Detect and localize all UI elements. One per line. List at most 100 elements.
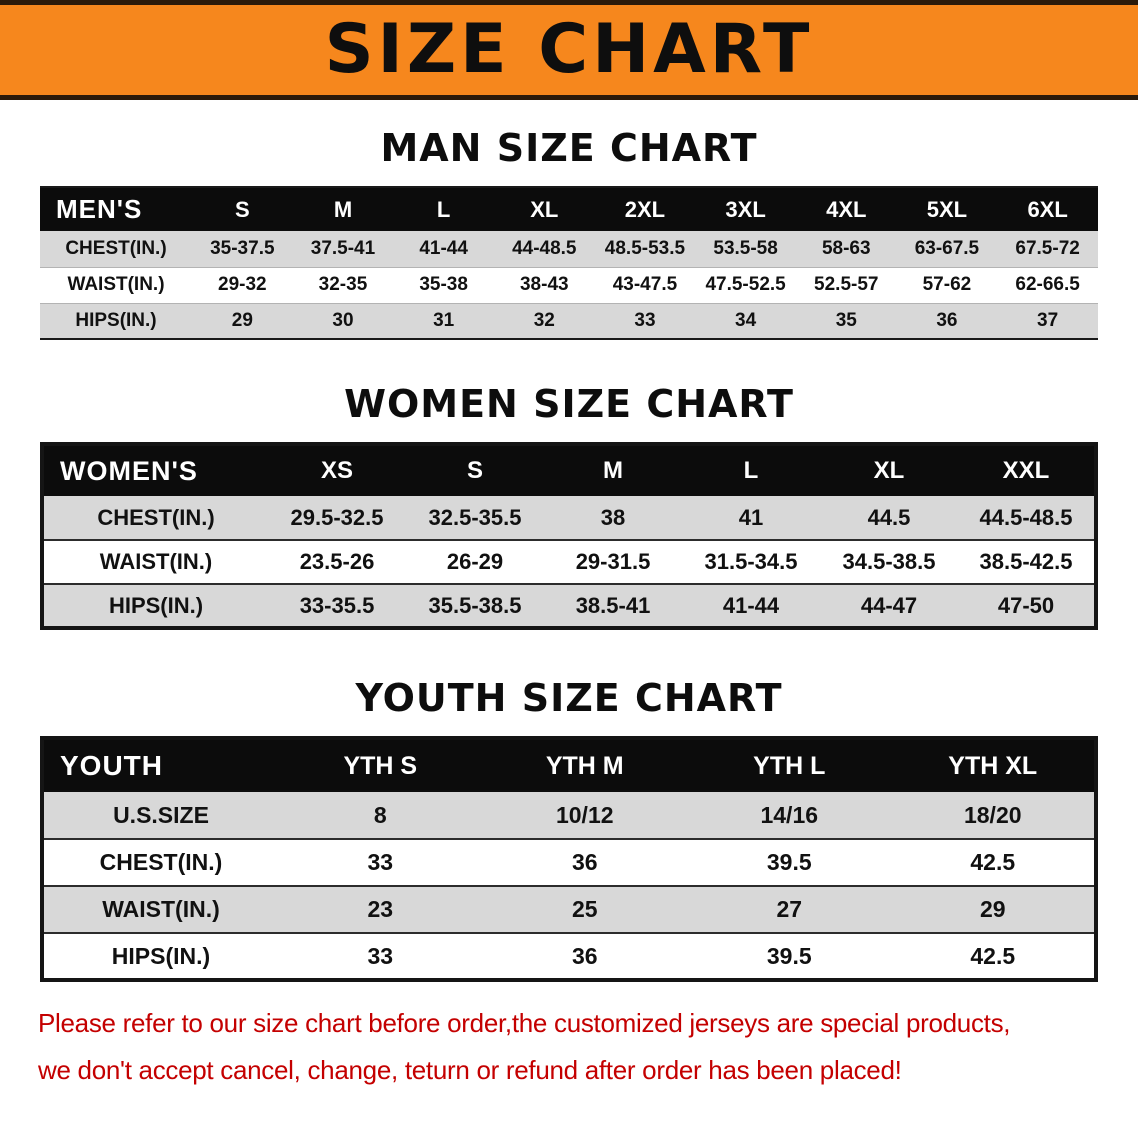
size-cell: 29-31.5 [544, 540, 682, 585]
table-row: CHEST(IN.) 29.5-32.5 32.5-35.5 38 41 44.… [42, 496, 1096, 541]
page-title: SIZE CHART [324, 10, 814, 89]
men-header-row: MEN'S S M L XL 2XL 3XL 4XL 5XL 6XL [40, 187, 1098, 231]
size-cell: 25 [482, 886, 687, 934]
table-row: CHEST(IN.) 35-37.5 37.5-41 41-44 44-48.5… [40, 231, 1098, 268]
size-cell: 26-29 [406, 540, 544, 585]
table-row: CHEST(IN.) 33 36 39.5 42.5 [42, 839, 1096, 887]
column-header: YTH XL [891, 738, 1096, 792]
column-header: M [292, 187, 394, 231]
column-header: XL [820, 444, 958, 496]
size-cell: 18/20 [891, 792, 1096, 840]
size-cell: 34.5-38.5 [820, 540, 958, 585]
size-cell: 35-37.5 [192, 231, 293, 268]
column-header: XL [493, 187, 595, 231]
column-header: M [544, 444, 682, 496]
size-cell: 29 [192, 303, 293, 339]
women-section-title: WOMEN SIZE CHART [344, 382, 794, 426]
size-cell: 41-44 [393, 231, 494, 268]
size-cell: 44.5-48.5 [958, 496, 1096, 541]
size-cell: 38.5-41 [544, 584, 682, 628]
row-label: CHEST(IN.) [42, 496, 268, 541]
size-cell: 33 [278, 933, 483, 980]
size-cell: 32 [493, 303, 595, 339]
men-size-table: MEN'S S M L XL 2XL 3XL 4XL 5XL 6XL CHEST… [40, 186, 1098, 340]
size-cell: 47.5-52.5 [695, 267, 796, 304]
note-line: we don't accept cancel, change, teturn o… [38, 1055, 902, 1086]
size-cell: 41 [682, 496, 820, 541]
size-cell: 52.5-57 [795, 267, 897, 304]
youth-header-row: YOUTH YTH S YTH M YTH L YTH XL [42, 738, 1096, 792]
youth-corner-label: YOUTH [42, 738, 278, 792]
column-header: YTH M [482, 738, 687, 792]
size-cell: 31.5-34.5 [682, 540, 820, 585]
row-label: U.S.SIZE [42, 792, 278, 840]
size-cell: 38 [544, 496, 682, 541]
size-cell: 43-47.5 [594, 267, 696, 304]
column-header: XS [268, 444, 406, 496]
size-cell: 35.5-38.5 [406, 584, 544, 628]
row-label: WAIST(IN.) [42, 540, 268, 585]
size-cell: 8 [278, 792, 483, 840]
row-label: CHEST(IN.) [42, 839, 278, 887]
size-cell: 30 [292, 303, 394, 339]
size-cell: 31 [393, 303, 494, 339]
size-cell: 10/12 [482, 792, 687, 840]
column-header: 6XL [997, 187, 1098, 231]
size-cell: 42.5 [891, 839, 1096, 887]
size-cell: 35 [795, 303, 897, 339]
column-header: L [393, 187, 494, 231]
size-cell: 14/16 [687, 792, 892, 840]
table-row: HIPS(IN.) 29 30 31 32 33 34 35 36 37 [40, 303, 1098, 339]
size-cell: 48.5-53.5 [594, 231, 696, 268]
women-corner-label: WOMEN'S [42, 444, 268, 496]
size-cell: 32-35 [292, 267, 394, 304]
size-cell: 33 [278, 839, 483, 887]
size-cell: 33-35.5 [268, 584, 406, 628]
size-cell: 38.5-42.5 [958, 540, 1096, 585]
youth-section-title: YOUTH SIZE CHART [355, 676, 783, 720]
women-size-table: WOMEN'S XS S M L XL XXL CHEST(IN.) 29.5-… [40, 442, 1098, 630]
row-label: CHEST(IN.) [40, 231, 192, 268]
column-header: 3XL [695, 187, 796, 231]
size-cell: 67.5-72 [997, 231, 1098, 268]
size-cell: 44-47 [820, 584, 958, 628]
table-row: WAIST(IN.) 23.5-26 26-29 29-31.5 31.5-34… [42, 540, 1096, 585]
size-cell: 33 [594, 303, 696, 339]
size-cell: 42.5 [891, 933, 1096, 980]
size-cell: 36 [482, 839, 687, 887]
size-cell: 47-50 [958, 584, 1096, 628]
size-cell: 58-63 [795, 231, 897, 268]
size-cell: 36 [482, 933, 687, 980]
size-cell: 27 [687, 886, 892, 934]
youth-size-table: YOUTH YTH S YTH M YTH L YTH XL U.S.SIZE … [40, 736, 1098, 982]
table-row: HIPS(IN.) 33 36 39.5 42.5 [42, 933, 1096, 980]
row-label: HIPS(IN.) [40, 303, 192, 339]
size-cell: 57-62 [896, 267, 998, 304]
row-label: HIPS(IN.) [42, 584, 268, 628]
size-cell: 23.5-26 [268, 540, 406, 585]
size-cell: 37.5-41 [292, 231, 394, 268]
size-cell: 32.5-35.5 [406, 496, 544, 541]
size-cell: 39.5 [687, 839, 892, 887]
size-cell: 53.5-58 [695, 231, 796, 268]
row-label: HIPS(IN.) [42, 933, 278, 980]
men-corner-label: MEN'S [40, 187, 192, 231]
column-header: YTH L [687, 738, 892, 792]
column-header: S [192, 187, 293, 231]
size-cell: 41-44 [682, 584, 820, 628]
size-cell: 29.5-32.5 [268, 496, 406, 541]
women-header-row: WOMEN'S XS S M L XL XXL [42, 444, 1096, 496]
table-row: HIPS(IN.) 33-35.5 35.5-38.5 38.5-41 41-4… [42, 584, 1096, 628]
note-line: Please refer to our size chart before or… [38, 1008, 1011, 1038]
table-row: U.S.SIZE 8 10/12 14/16 18/20 [42, 792, 1096, 840]
size-cell: 39.5 [687, 933, 892, 980]
size-cell: 63-67.5 [896, 231, 998, 268]
size-cell: 37 [997, 303, 1098, 339]
size-cell: 44-48.5 [493, 231, 595, 268]
size-cell: 35-38 [393, 267, 494, 304]
size-cell: 34 [695, 303, 796, 339]
banner: SIZE CHART [0, 0, 1138, 100]
men-section-title: MAN SIZE CHART [380, 126, 758, 170]
row-label: WAIST(IN.) [42, 886, 278, 934]
column-header: L [682, 444, 820, 496]
